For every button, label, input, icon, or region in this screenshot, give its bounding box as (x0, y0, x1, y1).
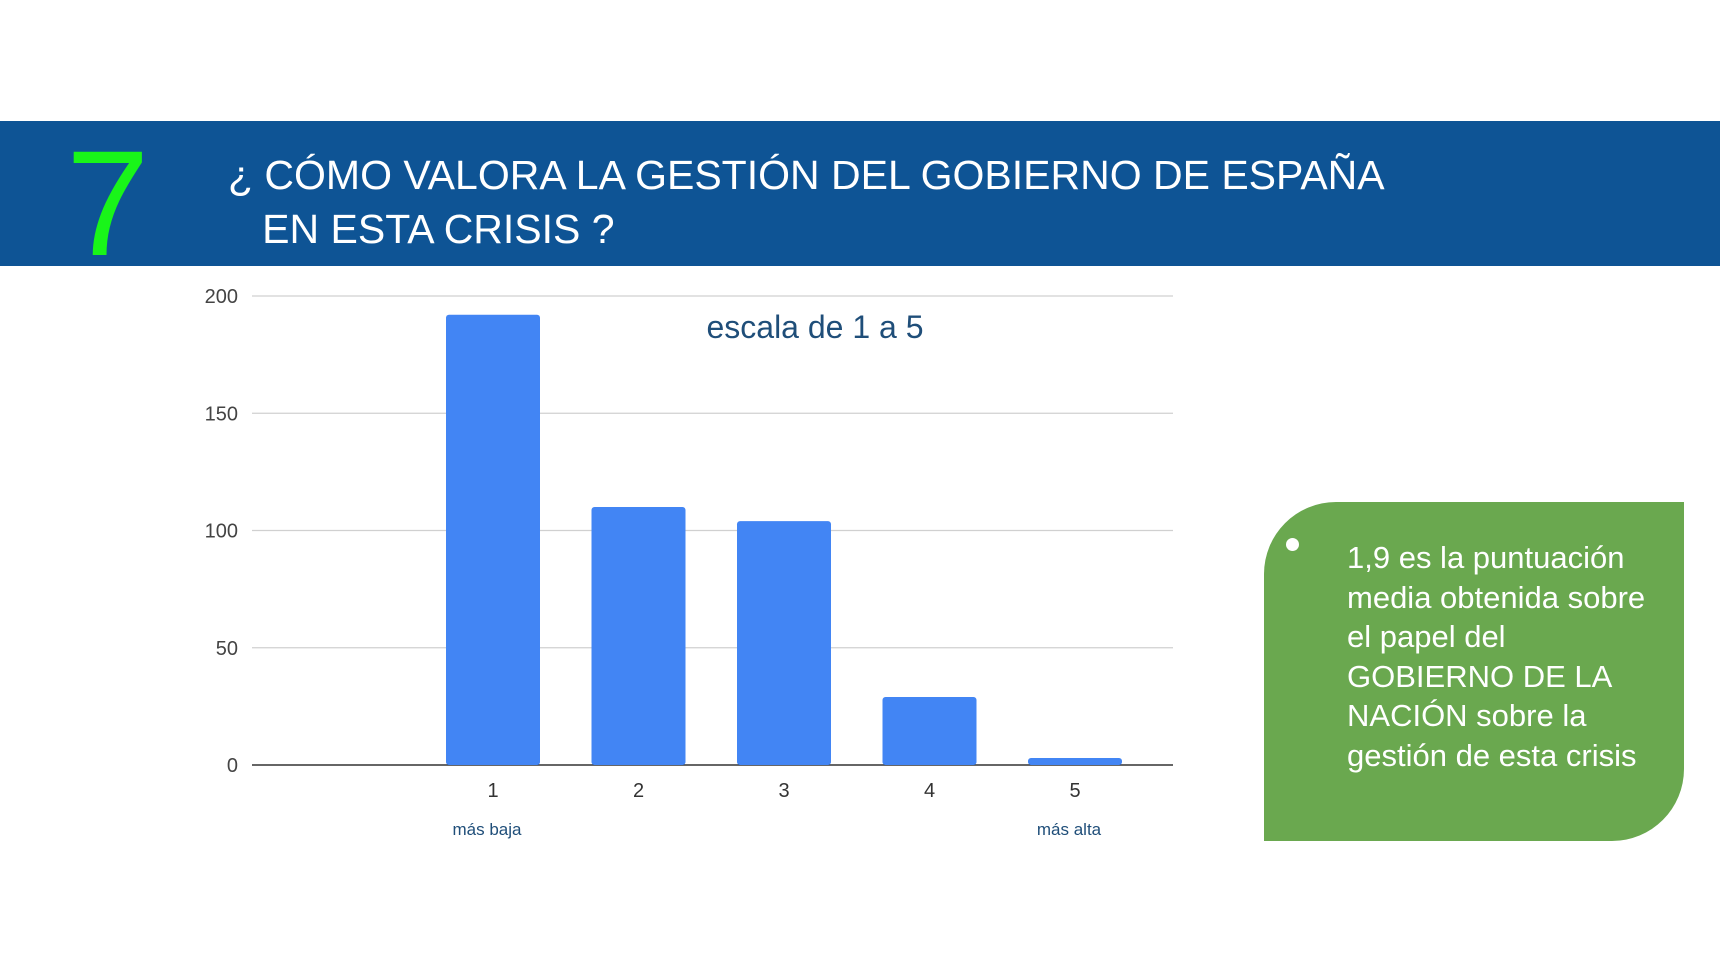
bar (1028, 757, 1122, 765)
x-tick-label: 2 (633, 780, 644, 802)
question-title: ¿ CÓMO VALORA LA GESTIÓN DEL GOBIERNO DE… (228, 152, 1385, 252)
bar (882, 696, 977, 765)
grid-layer (252, 295, 1173, 766)
category-annotation: más baja (453, 820, 523, 839)
bars (446, 314, 1122, 765)
y-tick-label: 100 (205, 521, 238, 543)
bullet-icon (1286, 538, 1299, 551)
y-tick-label: 200 (205, 286, 238, 308)
x-tick-label: 4 (924, 780, 935, 802)
slide-number: 7 (66, 119, 150, 287)
bar (591, 507, 686, 765)
bar (446, 314, 540, 765)
bar (737, 521, 831, 765)
y-tick-labels: 0 50 100 150 200 (205, 286, 238, 777)
x-tick-label: 1 (487, 780, 498, 802)
chart-title: escala de 1 a 5 (706, 309, 923, 345)
x-tick-label: 3 (778, 780, 789, 802)
summary-note: 1,9 es la puntuación media obtenida sobr… (1264, 502, 1684, 841)
category-annotations: más baja más alta (453, 820, 1102, 839)
title-banner (0, 121, 1720, 266)
bar-chart: 0 50 100 150 200 1 2 3 4 5 más baja más alta esca… (205, 286, 1173, 839)
category-annotation: más alta (1037, 820, 1102, 839)
y-tick-label: 50 (216, 638, 238, 660)
y-tick-label: 0 (227, 755, 238, 777)
x-tick-labels: 1 2 3 4 5 (487, 780, 1080, 802)
y-tick-label: 150 (205, 403, 238, 425)
summary-note-text: 1,9 es la puntuación media obtenida sobr… (1347, 540, 1646, 773)
x-tick-label: 5 (1069, 780, 1080, 802)
